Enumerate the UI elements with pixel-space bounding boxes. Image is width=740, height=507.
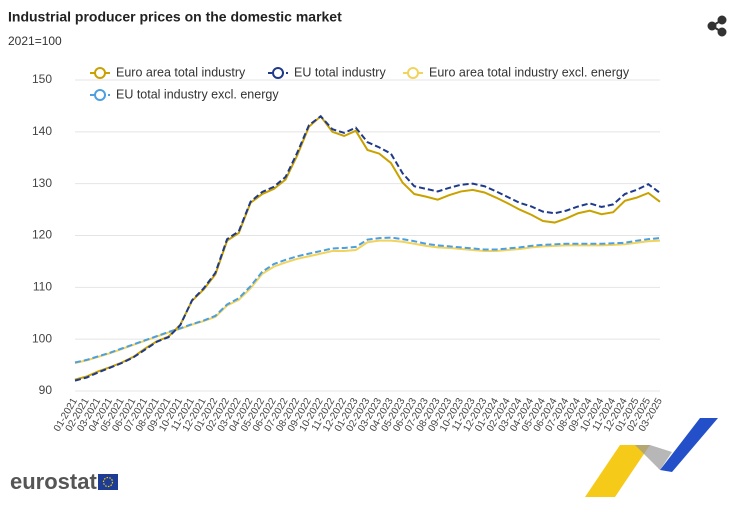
y-tick-label: 140: [32, 124, 52, 138]
series-line: [74, 114, 661, 381]
chart-subtitle: 2021=100: [8, 34, 62, 48]
share-icon[interactable]: [707, 15, 727, 37]
legend-marker: [407, 67, 419, 79]
series-line: [74, 236, 661, 364]
y-tick-label: 150: [32, 72, 52, 86]
legend-item[interactable]: EU total industry excl. energy: [90, 87, 279, 101]
legend-item[interactable]: Euro area total industry excl. energy: [403, 65, 630, 79]
legend-item[interactable]: Euro area total industry: [90, 65, 246, 79]
series-line: [74, 239, 661, 364]
series-line: [74, 114, 661, 382]
decoration: [585, 418, 718, 497]
brand-logo: eurostat: [10, 469, 97, 494]
legend-item[interactable]: EU total industry: [268, 65, 386, 79]
legend-label: Euro area total industry: [116, 65, 246, 79]
legend-marker: [94, 67, 106, 79]
eu-stars: [102, 476, 114, 488]
y-tick-label: 100: [32, 331, 52, 345]
legend-marker: [94, 89, 106, 101]
legend-marker: [272, 67, 284, 79]
legend-label: EU total industry: [294, 65, 386, 79]
y-tick-label: 130: [32, 176, 52, 190]
y-tick-label: 120: [32, 228, 52, 242]
chart-title: Industrial producer prices on the domest…: [8, 9, 342, 25]
legend-label: Euro area total industry excl. energy: [429, 65, 630, 79]
y-tick-label: 90: [39, 383, 53, 397]
y-tick-label: 110: [33, 280, 52, 294]
legend-label: EU total industry excl. energy: [116, 87, 279, 101]
eu-flag: [98, 474, 118, 490]
